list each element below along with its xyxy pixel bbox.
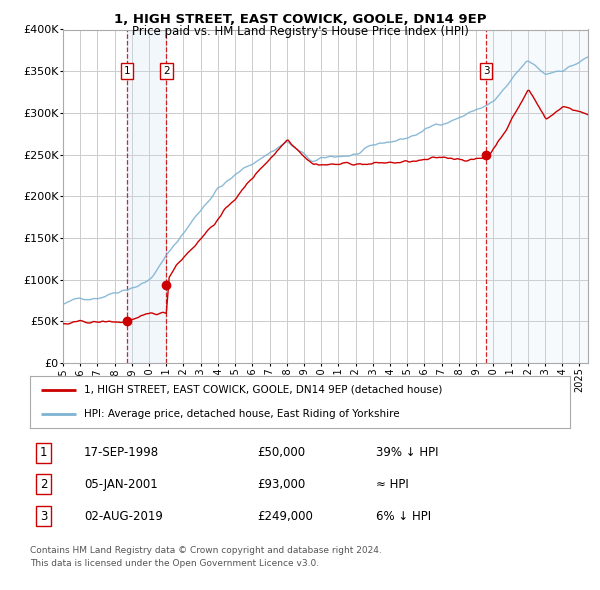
- Text: 1: 1: [124, 66, 130, 76]
- Text: This data is licensed under the Open Government Licence v3.0.: This data is licensed under the Open Gov…: [30, 559, 319, 568]
- Text: 3: 3: [40, 510, 47, 523]
- Text: 02-AUG-2019: 02-AUG-2019: [84, 510, 163, 523]
- Text: 3: 3: [483, 66, 490, 76]
- Text: 6% ↓ HPI: 6% ↓ HPI: [376, 510, 431, 523]
- Bar: [127, 30, 166, 363]
- Text: £249,000: £249,000: [257, 510, 313, 523]
- Text: 1, HIGH STREET, EAST COWICK, GOOLE, DN14 9EP: 1, HIGH STREET, EAST COWICK, GOOLE, DN14…: [114, 13, 486, 26]
- Text: £93,000: £93,000: [257, 478, 305, 491]
- Text: Price paid vs. HM Land Registry's House Price Index (HPI): Price paid vs. HM Land Registry's House …: [131, 25, 469, 38]
- Text: 39% ↓ HPI: 39% ↓ HPI: [376, 446, 438, 459]
- Text: 05-JAN-2001: 05-JAN-2001: [84, 478, 158, 491]
- Text: 17-SEP-1998: 17-SEP-1998: [84, 446, 159, 459]
- Text: Contains HM Land Registry data © Crown copyright and database right 2024.: Contains HM Land Registry data © Crown c…: [30, 546, 382, 555]
- Text: 2: 2: [163, 66, 170, 76]
- Text: 1: 1: [40, 446, 47, 459]
- Text: 1, HIGH STREET, EAST COWICK, GOOLE, DN14 9EP (detached house): 1, HIGH STREET, EAST COWICK, GOOLE, DN14…: [84, 385, 442, 395]
- Text: 2: 2: [40, 478, 47, 491]
- Text: £50,000: £50,000: [257, 446, 305, 459]
- Bar: [486, 30, 588, 363]
- Text: ≈ HPI: ≈ HPI: [376, 478, 409, 491]
- Text: HPI: Average price, detached house, East Riding of Yorkshire: HPI: Average price, detached house, East…: [84, 409, 400, 419]
